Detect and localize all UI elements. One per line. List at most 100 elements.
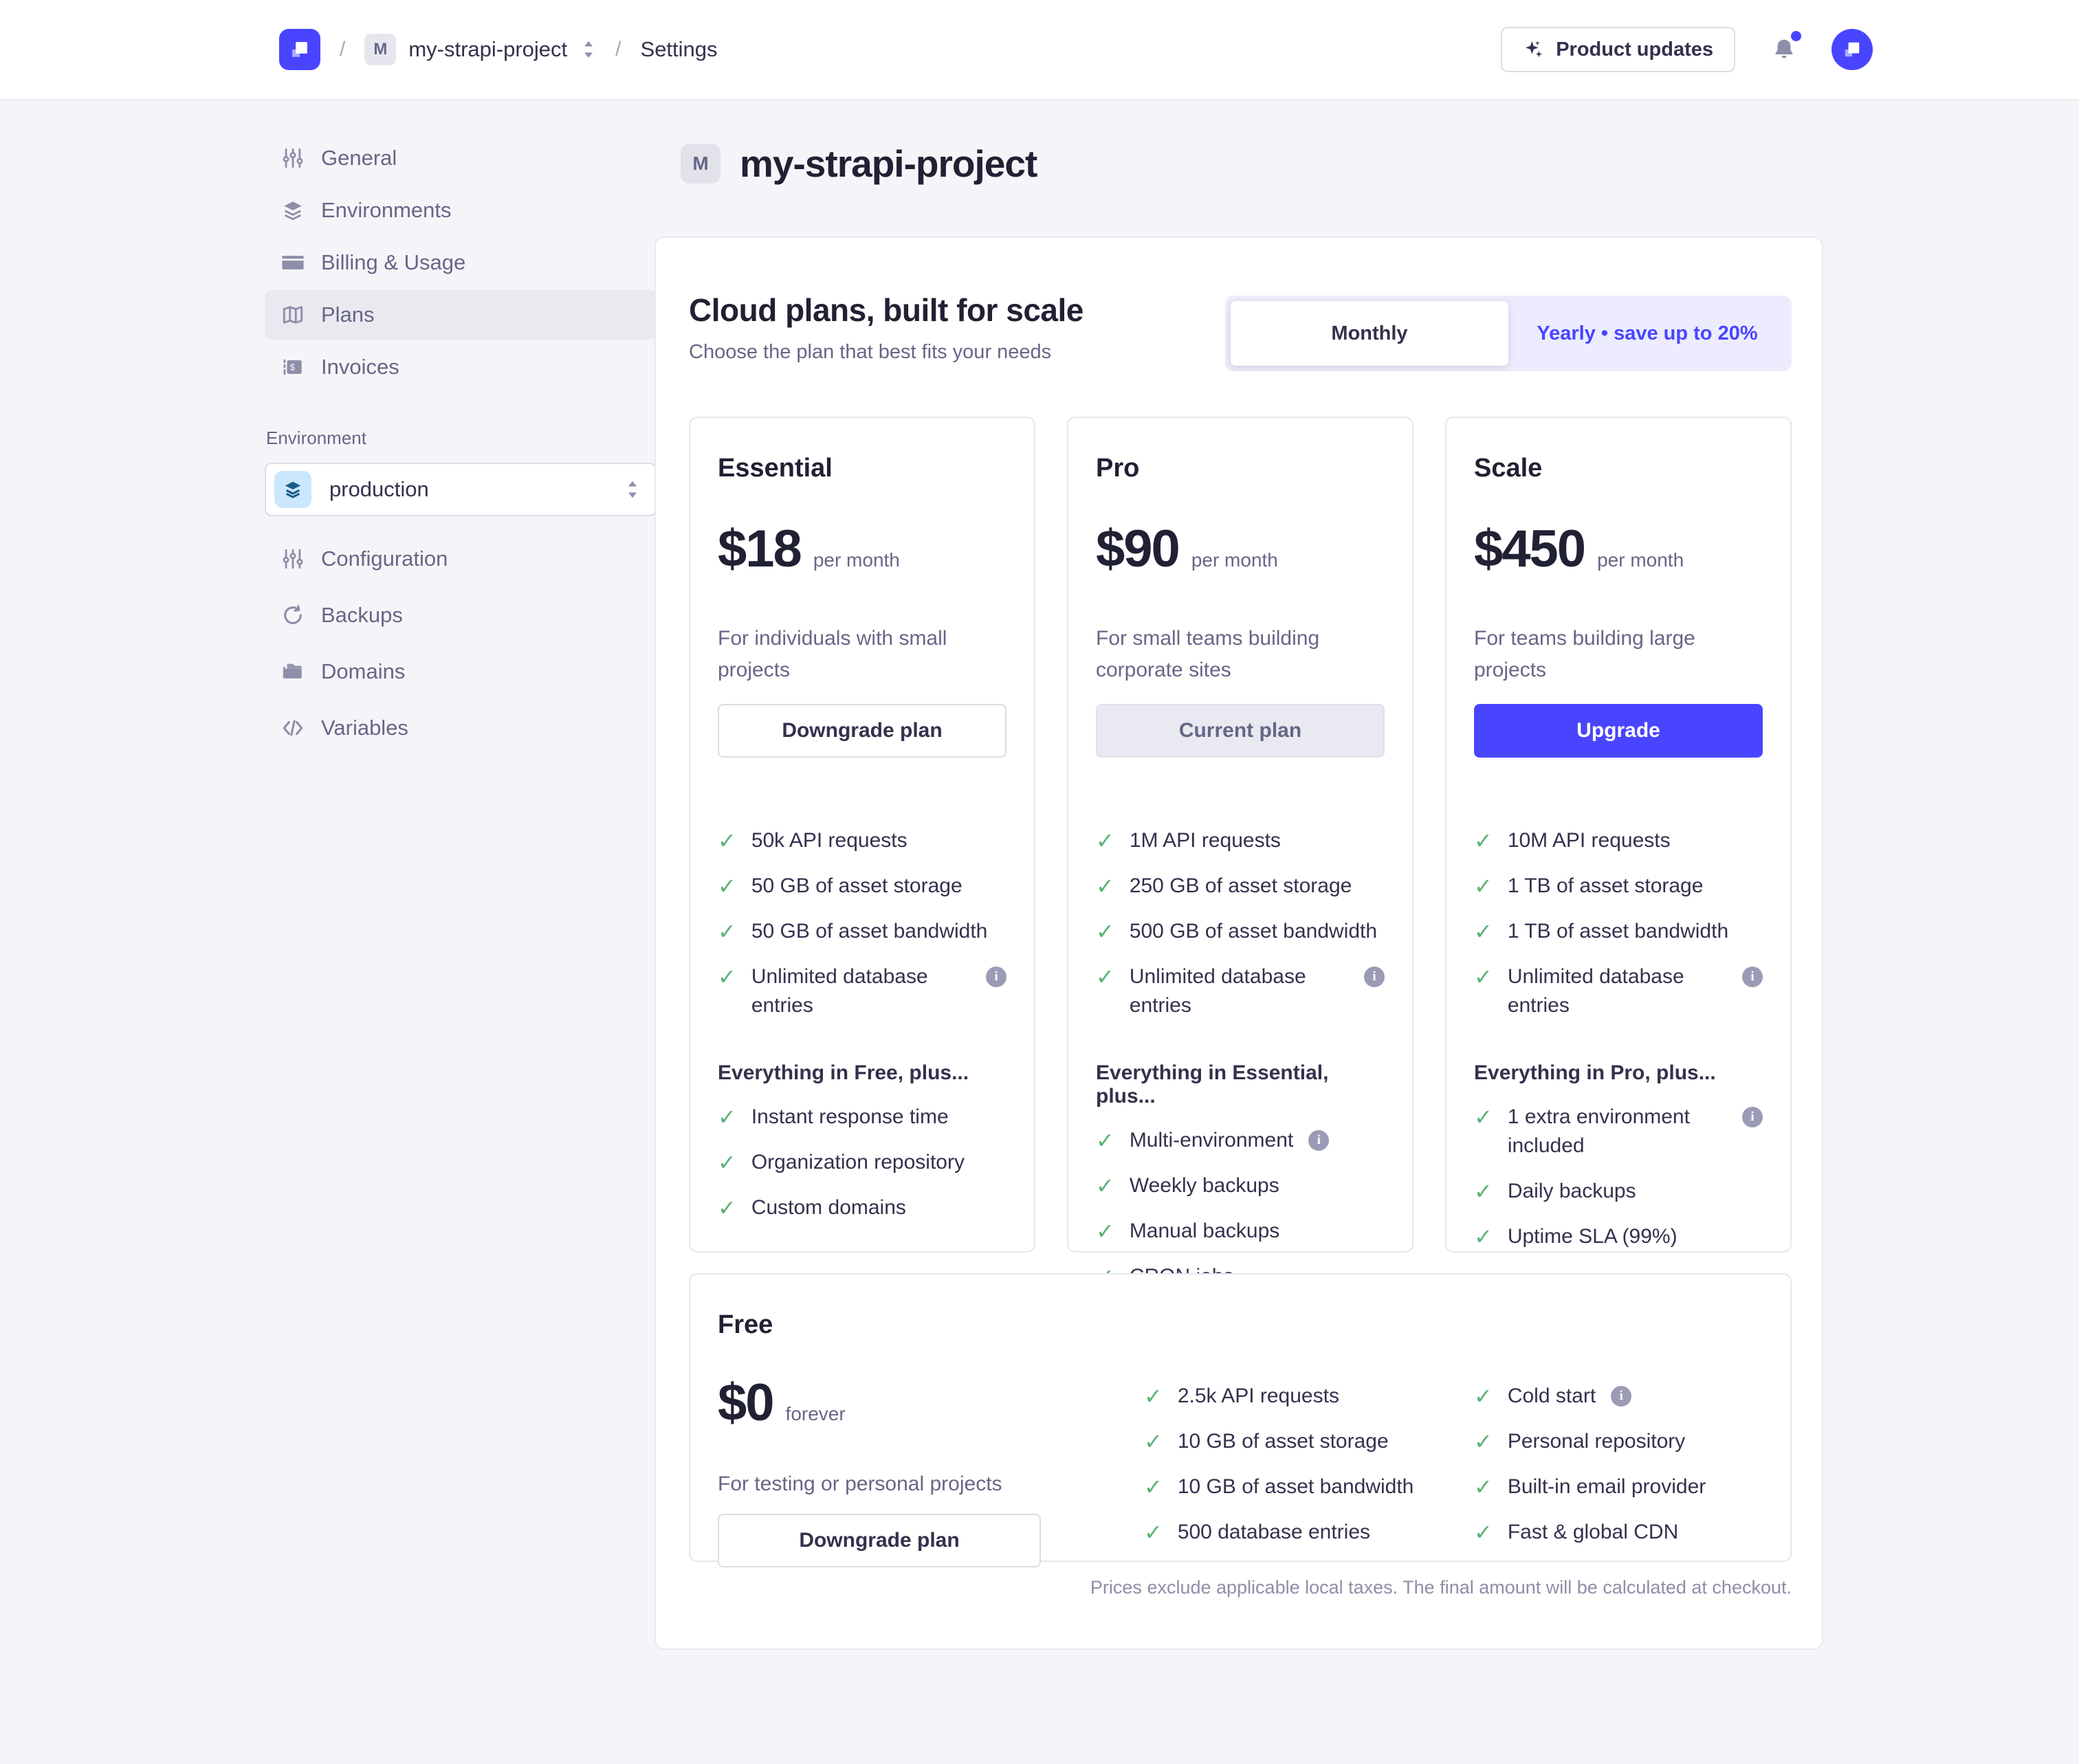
plan-price: $18 — [718, 520, 802, 578]
free-plan-summary: Free $0 forever For testing or personal … — [718, 1302, 1041, 1567]
sidebar-item-billing-usage[interactable]: Billing & Usage — [265, 238, 657, 287]
check-icon: ✓ — [1096, 964, 1114, 989]
plan-period: per month — [1597, 549, 1684, 571]
plan-description: For individuals with small projects — [718, 627, 947, 681]
feature-text: Fast & global CDN — [1507, 1521, 1679, 1543]
map-icon — [281, 303, 305, 327]
feature-item: ✓ 250 GB of asset storage i — [1096, 872, 1385, 901]
plan-period: forever — [785, 1403, 846, 1424]
strapi-logo[interactable] — [279, 29, 320, 70]
chevron-sort-icon — [581, 39, 596, 60]
feature-text: 10 GB of asset bandwidth — [1177, 1475, 1414, 1498]
feature-text: 50k API requests — [751, 829, 908, 852]
check-icon: ✓ — [1474, 1475, 1493, 1499]
plan-price: $90 — [1096, 520, 1180, 578]
sidebar-item-label: Invoices — [321, 355, 399, 379]
feature-text: 1M API requests — [1129, 829, 1281, 852]
toggle-monthly[interactable]: Monthly — [1231, 301, 1508, 366]
free-feature-list-col2: ✓ Cold start i ✓ Personal repository i ✓… — [1474, 1302, 1763, 1545]
info-icon[interactable]: i — [1308, 1130, 1330, 1151]
feature-text: Uptime SLA (99%) — [1507, 1225, 1678, 1248]
strapi-logo-icon — [292, 42, 307, 57]
check-icon: ✓ — [1474, 1224, 1493, 1249]
current-plan-button: Current plan — [1096, 704, 1385, 758]
feature-item: ✓ Multi-environment i — [1096, 1126, 1385, 1155]
plan-price-row: $450 per month — [1474, 519, 1763, 579]
free-feature-list-col1: ✓ 2.5k API requests i ✓ 10 GB of asset s… — [1144, 1302, 1433, 1545]
feature-item: ✓ Custom domains i — [718, 1193, 1006, 1222]
svg-text:$: $ — [290, 362, 295, 372]
check-icon: ✓ — [1474, 919, 1493, 944]
feature-text: Weekly backups — [1129, 1174, 1279, 1197]
upgrade-button[interactable]: Upgrade — [1474, 704, 1763, 758]
sidebar-item-variables[interactable]: Variables — [265, 703, 657, 753]
plan-feature-list: ✓ 50k API requests i ✓ 50 GB of asset st… — [718, 826, 1006, 1020]
avatar-strapi-icon — [1845, 42, 1860, 57]
billing-period-toggle: Monthly Yearly • save up to 20% — [1225, 296, 1792, 371]
breadcrumb-project-selector[interactable]: M my-strapi-project — [364, 34, 596, 65]
environment-select[interactable]: production — [265, 463, 657, 516]
breadcrumb-separator: / — [340, 38, 346, 60]
sidebar-item-domains[interactable]: Domains — [265, 647, 657, 696]
user-avatar[interactable] — [1832, 29, 1873, 70]
plan-card-scale: Scale $450 per month For teams building … — [1445, 417, 1792, 1253]
plan-description: For small teams building corporate sites — [1096, 627, 1320, 681]
feature-item: ✓ Cold start i — [1474, 1382, 1763, 1411]
feature-item: ✓ Instant response time i — [718, 1103, 1006, 1132]
sidebar-item-plans[interactable]: Plans — [265, 290, 657, 340]
sidebar-item-general[interactable]: General — [265, 133, 657, 183]
check-icon: ✓ — [1144, 1475, 1163, 1499]
info-icon[interactable]: i — [1742, 1107, 1763, 1127]
bell-icon — [1775, 39, 1793, 58]
downgrade-plan-button[interactable]: Downgrade plan — [718, 1514, 1041, 1567]
plan-price-row: $18 per month — [718, 519, 1006, 579]
info-icon[interactable]: i — [986, 967, 1006, 987]
check-icon: ✓ — [1096, 1128, 1114, 1153]
sidebar-item-configuration[interactable]: Configuration — [265, 534, 657, 584]
breadcrumb-separator: / — [615, 38, 622, 60]
product-updates-button[interactable]: Product updates — [1501, 27, 1735, 72]
sidebar-item-label: Backups — [321, 603, 403, 627]
check-icon: ✓ — [718, 828, 736, 853]
plan-price-row: $0 forever — [718, 1373, 1041, 1433]
plan-extra-title: Everything in Free, plus... — [718, 1061, 969, 1084]
check-icon: ✓ — [718, 919, 736, 944]
info-icon[interactable]: i — [1611, 1386, 1632, 1407]
check-icon: ✓ — [1096, 874, 1114, 898]
feature-text: 10 GB of asset storage — [1177, 1430, 1389, 1453]
check-icon: ✓ — [1096, 1173, 1114, 1198]
plan-extra-feature-list: ✓ 1 extra environment included i ✓ Daily… — [1474, 1103, 1763, 1251]
feature-item: ✓ 10 GB of asset storage i — [1144, 1427, 1433, 1456]
feature-text: Cold start — [1507, 1385, 1596, 1407]
check-icon: ✓ — [1474, 1179, 1493, 1204]
feature-item: ✓ 1 extra environment included i — [1474, 1103, 1763, 1160]
environment-select-value: production — [329, 477, 429, 501]
notifications-bell[interactable] — [1771, 31, 1801, 63]
breadcrumb-section[interactable]: Settings — [640, 37, 718, 61]
feature-item: ✓ Built-in email provider i — [1474, 1473, 1763, 1501]
toggle-yearly[interactable]: Yearly • save up to 20% — [1537, 322, 1758, 344]
plan-extra-feature-list: ✓ Multi-environment i ✓ Weekly backups i… — [1096, 1126, 1385, 1291]
page-title: my-strapi-project — [740, 142, 1037, 185]
downgrade-plan-button[interactable]: Downgrade plan — [718, 704, 1006, 758]
sidebar-item-label: Environments — [321, 198, 452, 222]
sliders-icon — [281, 547, 305, 571]
info-icon[interactable]: i — [1364, 967, 1385, 987]
check-icon: ✓ — [1096, 828, 1114, 853]
sidebar-item-backups[interactable]: Backups — [265, 591, 657, 640]
sidebar-item-environments[interactable]: Environments — [265, 186, 657, 235]
sidebar-item-label: Billing & Usage — [321, 250, 466, 274]
plan-card-pro: Pro $90 per month For small teams buildi… — [1067, 417, 1414, 1289]
feature-item: ✓ 2.5k API requests i — [1144, 1382, 1433, 1411]
check-icon: ✓ — [1096, 1219, 1114, 1244]
check-icon: ✓ — [1474, 1105, 1493, 1129]
feature-item: ✓ Unlimited database entries i — [1096, 962, 1385, 1020]
environment-section-label: Environment — [266, 428, 366, 448]
feature-text: 1 extra environment included — [1507, 1105, 1690, 1157]
info-icon[interactable]: i — [1742, 967, 1763, 987]
top-bar: / M my-strapi-project / Settings Product… — [0, 0, 2079, 100]
feature-text: 50 GB of asset storage — [751, 874, 962, 897]
sidebar-item-invoices[interactable]: $ Invoices — [265, 342, 657, 392]
plan-card-essential: Essential $18 per month For individuals … — [689, 417, 1035, 1253]
layers-icon — [281, 199, 305, 222]
